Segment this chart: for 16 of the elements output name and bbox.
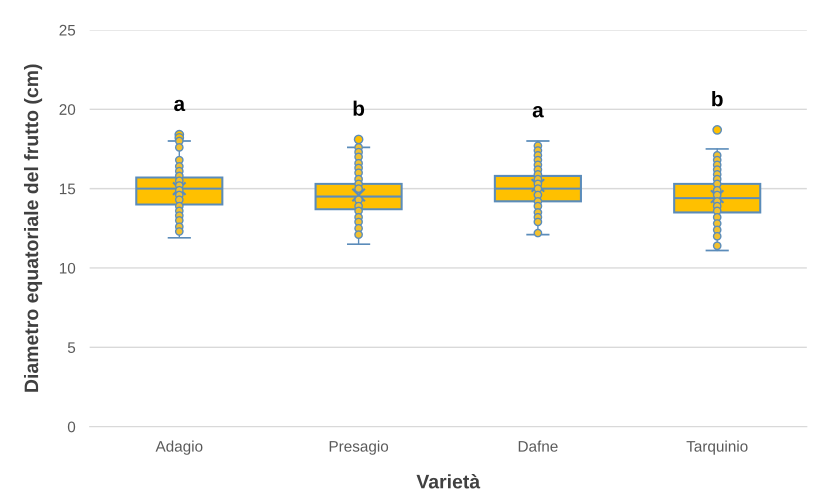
y-axis-title: Diametro equatoriale del frutto (cm) xyxy=(24,64,42,392)
annotation: b xyxy=(712,91,723,106)
y-tick-label: 10 xyxy=(60,262,76,274)
y-tick-label: 20 xyxy=(60,104,76,115)
x-tick-label: Presagio xyxy=(330,440,388,455)
y-tick-label: 0 xyxy=(68,422,76,432)
annotation: a xyxy=(532,106,544,118)
annotation: a xyxy=(174,100,186,112)
x-tick-label: Adagio xyxy=(156,440,202,455)
y-tick-label: 15 xyxy=(60,184,76,194)
x-tick-label: Dafne xyxy=(518,440,558,452)
y-tick-label: 25 xyxy=(60,24,76,36)
x-axis-title: Varietà xyxy=(416,474,480,489)
annotation: b xyxy=(354,100,364,116)
x-tick-label: Tarquinio xyxy=(686,440,748,455)
y-tick-label: 5 xyxy=(68,342,76,353)
